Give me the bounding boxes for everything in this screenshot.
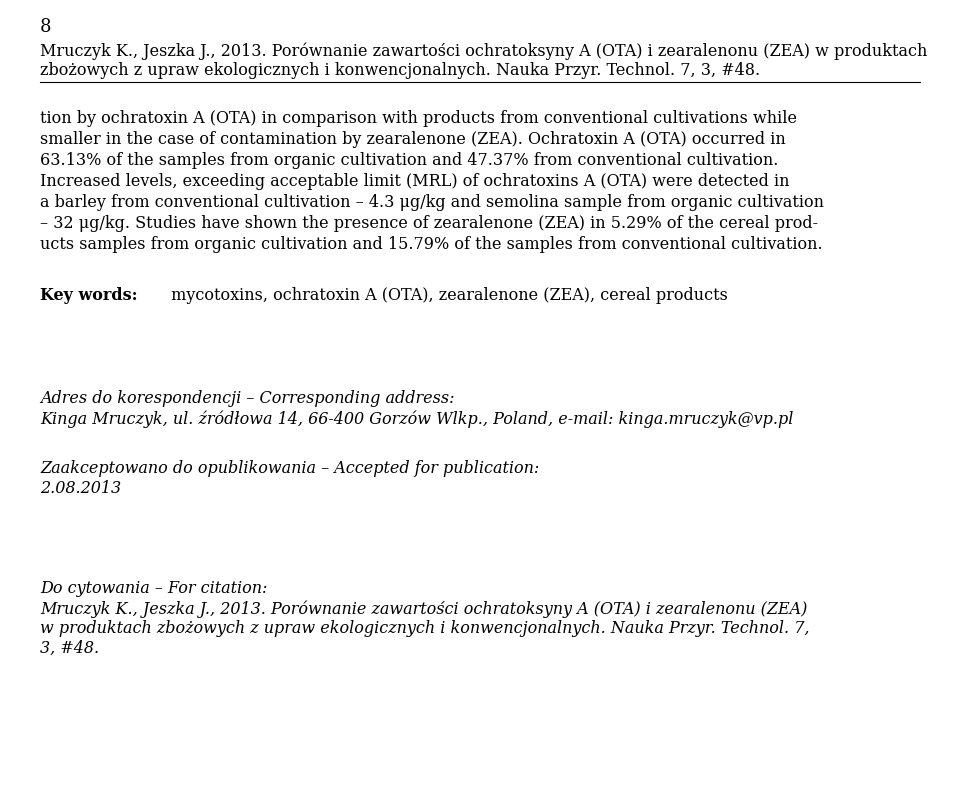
- Text: Increased levels, exceeding acceptable limit (MRL) of ochratoxins A (OTA) were d: Increased levels, exceeding acceptable l…: [40, 173, 789, 190]
- Text: Adres do korespondencji – Corresponding address:: Adres do korespondencji – Corresponding …: [40, 390, 454, 407]
- Text: w produktach zbożowych z upraw ekologicznych i konwencjonalnych. Nauka Przyr. Te: w produktach zbożowych z upraw ekologicz…: [40, 620, 809, 637]
- Text: ucts samples from organic cultivation and 15.79% of the samples from conventiona: ucts samples from organic cultivation an…: [40, 236, 823, 253]
- Text: tion by ochratoxin A (OTA) in comparison with products from conventional cultiva: tion by ochratoxin A (OTA) in comparison…: [40, 110, 797, 127]
- Text: Key words:: Key words:: [40, 287, 137, 304]
- Text: smaller in the case of contamination by zearalenone (ZEA). Ochratoxin A (OTA) oc: smaller in the case of contamination by …: [40, 131, 785, 148]
- Text: Mruczyk K., Jeszka J., 2013. Porównanie zawartości ochratoksyny A (OTA) i zearal: Mruczyk K., Jeszka J., 2013. Porównanie …: [40, 600, 807, 617]
- Text: Kinga Mruczyk, ul. źródłowa 14, 66-400 Gorzów Wlkp., Poland, e-mail: kinga.mrucz: Kinga Mruczyk, ul. źródłowa 14, 66-400 G…: [40, 410, 793, 428]
- Text: 8: 8: [40, 18, 52, 36]
- Text: 3, #48.: 3, #48.: [40, 640, 99, 657]
- Text: a barley from conventional cultivation – 4.3 μg/kg and semolina sample from orga: a barley from conventional cultivation –…: [40, 194, 824, 211]
- Text: – 32 μg/kg. Studies have shown the presence of zearalenone (ZEA) in 5.29% of the: – 32 μg/kg. Studies have shown the prese…: [40, 215, 818, 232]
- Text: 2.08.2013: 2.08.2013: [40, 480, 121, 497]
- Text: Zaakceptowano do opublikowania – Accepted for publication:: Zaakceptowano do opublikowania – Accepte…: [40, 460, 540, 477]
- Text: mycotoxins, ochratoxin A (OTA), zearalenone (ZEA), cereal products: mycotoxins, ochratoxin A (OTA), zearalen…: [166, 287, 728, 304]
- Text: Mruczyk K., Jeszka J., 2013. Porównanie zawartości ochratoksyny A (OTA) i zearal: Mruczyk K., Jeszka J., 2013. Porównanie …: [40, 42, 927, 60]
- Text: 63.13% of the samples from organic cultivation and 47.37% from conventional cult: 63.13% of the samples from organic culti…: [40, 152, 779, 169]
- Text: zbożowych z upraw ekologicznych i konwencjonalnych. Nauka Przyr. Technol. 7, 3, : zbożowych z upraw ekologicznych i konwen…: [40, 62, 760, 79]
- Text: Do cytowania – For citation:: Do cytowania – For citation:: [40, 580, 268, 597]
